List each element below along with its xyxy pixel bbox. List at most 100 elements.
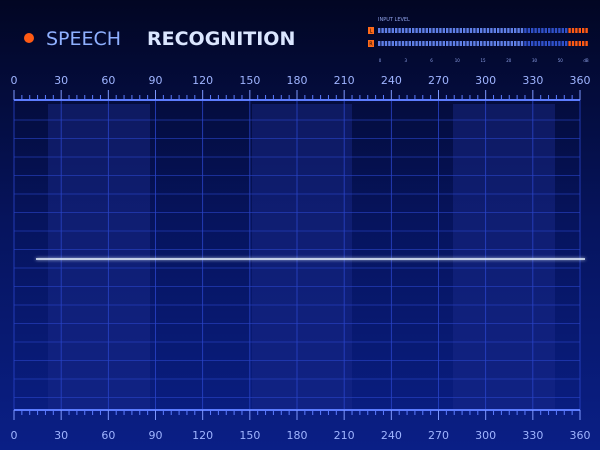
meter-cell <box>388 41 391 46</box>
ruler-label: 300 <box>475 429 496 442</box>
ruler-label: 0 <box>11 74 18 87</box>
meter-cell <box>554 28 558 33</box>
meter-cell <box>401 41 405 46</box>
meter-cell <box>442 41 445 46</box>
meter-cell <box>425 28 428 33</box>
meter-cell <box>422 41 425 46</box>
meter-cell <box>493 28 496 33</box>
level-meter: L R 0 3 6 10 15 20 30 50 dB <box>368 27 589 63</box>
meter-cell <box>412 41 415 46</box>
meter-cell <box>442 28 445 33</box>
meter-cell <box>524 28 527 33</box>
ruler-label: 270 <box>428 74 449 87</box>
meter-cell <box>415 41 418 46</box>
meter-cell <box>565 28 568 33</box>
meter-cell <box>500 41 503 46</box>
meter-cell <box>568 28 571 33</box>
title-bold: RECOGNITION <box>147 28 295 50</box>
meter-cell <box>435 41 439 46</box>
meter-scale: 3 <box>404 58 407 63</box>
meter-cell <box>510 41 513 46</box>
meter-cell <box>425 41 428 46</box>
meter-cell <box>541 41 544 46</box>
meter-cell <box>486 41 490 46</box>
meter-cell <box>582 41 585 46</box>
meter-cell <box>490 41 493 46</box>
meter-cell <box>548 41 551 46</box>
meter-cell <box>456 28 459 33</box>
meter-cell <box>582 28 585 33</box>
meter-cell <box>558 28 561 33</box>
meter-cell <box>439 41 442 46</box>
meter-cell <box>483 28 486 33</box>
meter-scale: 10 <box>455 58 461 63</box>
ruler-label: 360 <box>570 74 591 87</box>
meter-cell <box>446 28 449 33</box>
meter-cell <box>534 28 537 33</box>
meter-cell <box>418 41 422 46</box>
ruler-label: 330 <box>522 429 543 442</box>
meter-cell <box>520 41 524 46</box>
meter-cell <box>548 28 551 33</box>
meter-cell <box>480 28 483 33</box>
ruler-label: 0 <box>11 429 18 442</box>
grid <box>13 100 581 410</box>
meter-cell <box>490 28 493 33</box>
meter-scale: 30 <box>532 58 538 63</box>
meter-cell <box>575 41 578 46</box>
meter-cell <box>544 28 547 33</box>
ruler-label: 240 <box>381 74 402 87</box>
meter-cell <box>412 28 415 33</box>
channel-badge <box>368 27 374 34</box>
meter-cell <box>524 41 527 46</box>
meter-cell <box>384 41 388 46</box>
meter-cell <box>480 41 483 46</box>
meter-scale: 50 <box>558 58 564 63</box>
meter-cell <box>452 41 456 46</box>
meter-cell <box>449 41 452 46</box>
meter-cell <box>401 28 405 33</box>
meter-cell <box>507 41 510 46</box>
channel-label: R <box>369 42 373 48</box>
meter-cell <box>561 41 564 46</box>
meter-label: INPUT LEVEL <box>378 17 410 23</box>
ruler-label: 90 <box>149 429 163 442</box>
meter-cell <box>429 28 432 33</box>
meter-cell <box>473 41 476 46</box>
meter-cell <box>466 28 469 33</box>
ruler: 0 0 30 30 60 60 90 90 120 120 150 150 180 180 210 210 24… <box>11 74 591 442</box>
meter-cell <box>429 41 432 46</box>
meter-cell <box>381 28 384 33</box>
ruler-label: 150 <box>239 429 260 442</box>
ruler-label: 300 <box>475 74 496 87</box>
meter-cell <box>517 28 520 33</box>
ruler-label: 180 <box>287 429 308 442</box>
ruler-label: 240 <box>381 429 402 442</box>
meter-cell <box>446 41 449 46</box>
meter-cell <box>432 28 435 33</box>
meter-cell <box>456 41 459 46</box>
meter-cell <box>493 41 496 46</box>
meter-cell <box>527 28 530 33</box>
meter-cell <box>497 41 500 46</box>
meter-cell <box>554 41 558 46</box>
meter-cell <box>537 28 541 33</box>
channel-label: L <box>370 29 373 35</box>
meter-cell <box>565 41 568 46</box>
ruler-label: 210 <box>334 429 355 442</box>
meter-cell <box>408 41 411 46</box>
meter-cell <box>405 41 408 46</box>
meter-cell <box>483 41 486 46</box>
meter-cell <box>473 28 476 33</box>
meter-cell <box>551 28 554 33</box>
meter-cell <box>531 28 534 33</box>
meter-cell <box>378 28 381 33</box>
meter-cell <box>541 28 544 33</box>
meter-cell <box>578 28 581 33</box>
channel-badge <box>368 40 374 47</box>
meter-scale: 20 <box>506 58 512 63</box>
ruler-label: 90 <box>149 74 163 87</box>
meter-cell <box>561 28 564 33</box>
